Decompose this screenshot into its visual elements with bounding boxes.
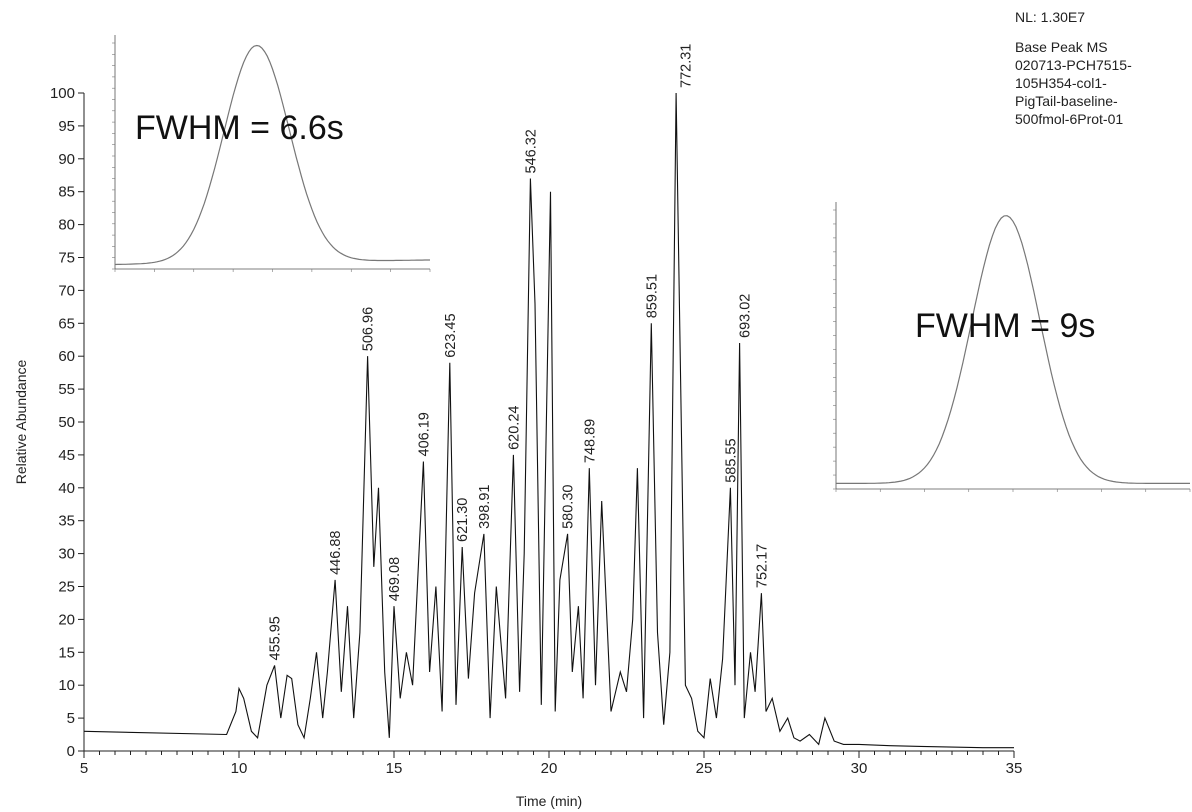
y-tick-label: 35 xyxy=(58,513,75,530)
y-axis-title: Relative Abundance xyxy=(13,360,29,485)
y-tick-label: 0 xyxy=(67,743,75,760)
info-block: NL: 1.30E7 Base Peak MS 020713-PCH7515- … xyxy=(1015,9,1132,127)
main-axes: 0510152025303540455055606570758085909510… xyxy=(13,85,1022,809)
fwhm-label-right: FWHM = 9s xyxy=(915,307,1095,345)
y-tick-label: 60 xyxy=(58,348,75,365)
y-tick-label: 70 xyxy=(58,282,75,299)
peak-label: 446.88 xyxy=(328,531,344,575)
y-tick-label: 100 xyxy=(50,85,75,102)
x-axis-title: Time (min) xyxy=(516,793,582,809)
y-tick-label: 95 xyxy=(58,118,75,135)
peak-labels: 455.95 446.88 506.96 469.08 406.19 623.45 621.… xyxy=(268,44,771,661)
peak-label: 623.45 xyxy=(443,313,459,357)
info-line-5: 500fmol-6Prot-01 xyxy=(1015,111,1123,127)
y-tick-label: 30 xyxy=(58,546,75,563)
y-tick-label: 50 xyxy=(58,414,75,431)
peak-label: 772.31 xyxy=(678,44,694,88)
peak-label: 469.08 xyxy=(387,557,403,601)
peak-label: 748.89 xyxy=(582,419,598,463)
peak-label: 859.51 xyxy=(644,274,660,318)
inset2-peak-curve xyxy=(836,215,1190,484)
peak-label: 620.24 xyxy=(506,406,522,450)
x-tick-label: 35 xyxy=(1006,760,1023,777)
base-peak-trace xyxy=(83,92,1014,749)
y-tick-label: 80 xyxy=(58,217,75,234)
x-tick-label: 20 xyxy=(541,760,558,777)
inset-chart-right: FWHM = 9s xyxy=(833,202,1191,492)
fwhm-label-left: FWHM = 6.6s xyxy=(135,109,344,147)
inset1-peak-curve xyxy=(114,44,430,266)
y-tick-label: 45 xyxy=(58,447,75,464)
peak-label: 406.19 xyxy=(416,412,432,456)
info-line-2: 020713-PCH7515- xyxy=(1015,57,1132,73)
peak-label: 546.32 xyxy=(523,129,539,173)
x-tick-label: 25 xyxy=(696,760,713,777)
y-tick-label: 40 xyxy=(58,480,75,497)
inset-chart-left: FWHM = 6.6s xyxy=(112,35,431,272)
y-tick-label: 90 xyxy=(58,151,75,168)
peak-label: 455.95 xyxy=(268,616,284,660)
info-line-3: 105H354-col1- xyxy=(1015,75,1107,91)
x-tick-label: 15 xyxy=(386,760,403,777)
x-tick-label: 5 xyxy=(80,760,88,777)
x-tick-label: 30 xyxy=(851,760,868,777)
info-line-1: Base Peak MS xyxy=(1015,39,1108,55)
y-tick-label: 75 xyxy=(58,250,75,267)
y-tick-label: 5 xyxy=(67,710,75,727)
y-tick-label: 85 xyxy=(58,184,75,201)
y-tick-label: 65 xyxy=(58,315,75,332)
peak-label: 585.55 xyxy=(723,438,739,482)
y-tick-label: 15 xyxy=(58,644,75,661)
y-tick-label: 55 xyxy=(58,381,75,398)
peak-label: 398.91 xyxy=(477,485,493,529)
peak-label: 506.96 xyxy=(361,307,377,351)
info-line-4: PigTail-baseline- xyxy=(1015,93,1118,109)
y-tick-label: 25 xyxy=(58,579,75,596)
nl-value: NL: 1.30E7 xyxy=(1015,9,1085,25)
y-tick-label: 20 xyxy=(58,611,75,628)
peak-label: 752.17 xyxy=(754,544,770,588)
x-tick-label: 10 xyxy=(231,760,248,777)
peak-label: 693.02 xyxy=(737,294,753,338)
peak-label: 580.30 xyxy=(561,485,577,529)
peak-label: 621.30 xyxy=(455,498,471,542)
y-tick-label: 10 xyxy=(58,677,75,694)
